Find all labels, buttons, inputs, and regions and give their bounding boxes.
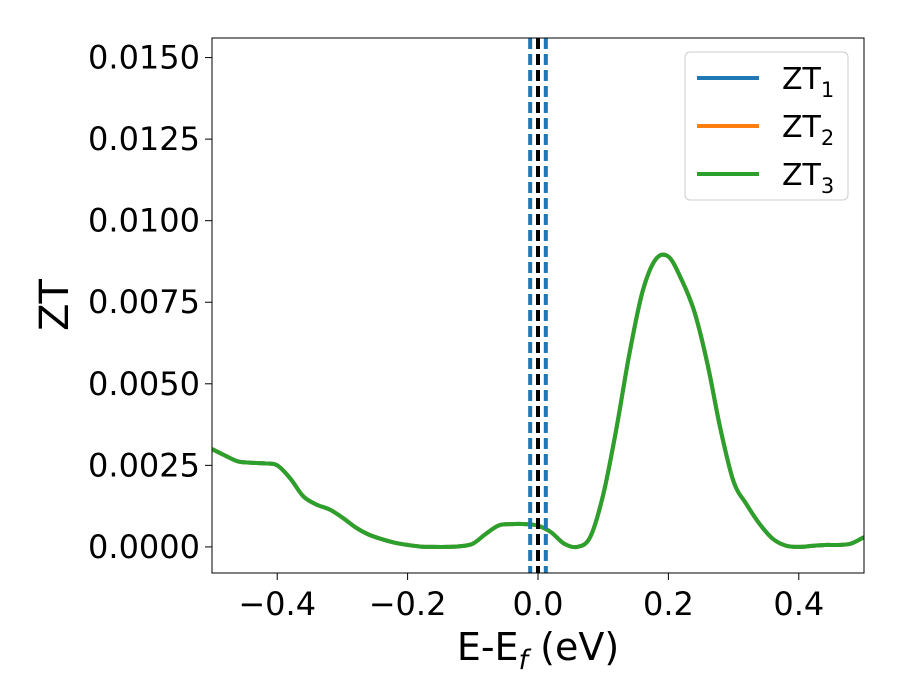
y-tick-label: 0.0050 [88,365,200,403]
legend-label-1: ZT1 [782,62,834,102]
legend-box [684,51,849,201]
y-tick-label: 0.0075 [88,283,200,321]
legend: ZT1 ZT2 ZT3 [684,51,849,201]
x-axis-label: E-Ef (eV) [457,625,619,676]
x-tick-label: 0.4 [773,585,824,623]
x-tick-label: 0.0 [513,585,564,623]
legend-label-3: ZT3 [782,158,834,198]
y-axis-label: ZT [32,279,78,331]
x-tick-label: 0.2 [643,585,694,623]
x-tick-label: −0.2 [369,585,447,623]
reference-lines [528,38,548,573]
y-axis-ticks: 0.0000 0.0025 0.0050 0.0075 0.0100 0.0125 0.01… [88,39,212,566]
x-tick-label: −0.4 [238,585,316,623]
y-tick-label: 0.0150 [88,39,200,77]
x-axis-ticks: −0.4 −0.2 0.0 0.2 0.4 [238,573,824,623]
legend-label-2: ZT2 [782,110,834,150]
y-tick-label: 0.0025 [88,446,200,484]
y-tick-label: 0.0100 [88,202,200,240]
y-tick-label: 0.0000 [88,528,200,566]
y-tick-label: 0.0125 [88,120,200,158]
